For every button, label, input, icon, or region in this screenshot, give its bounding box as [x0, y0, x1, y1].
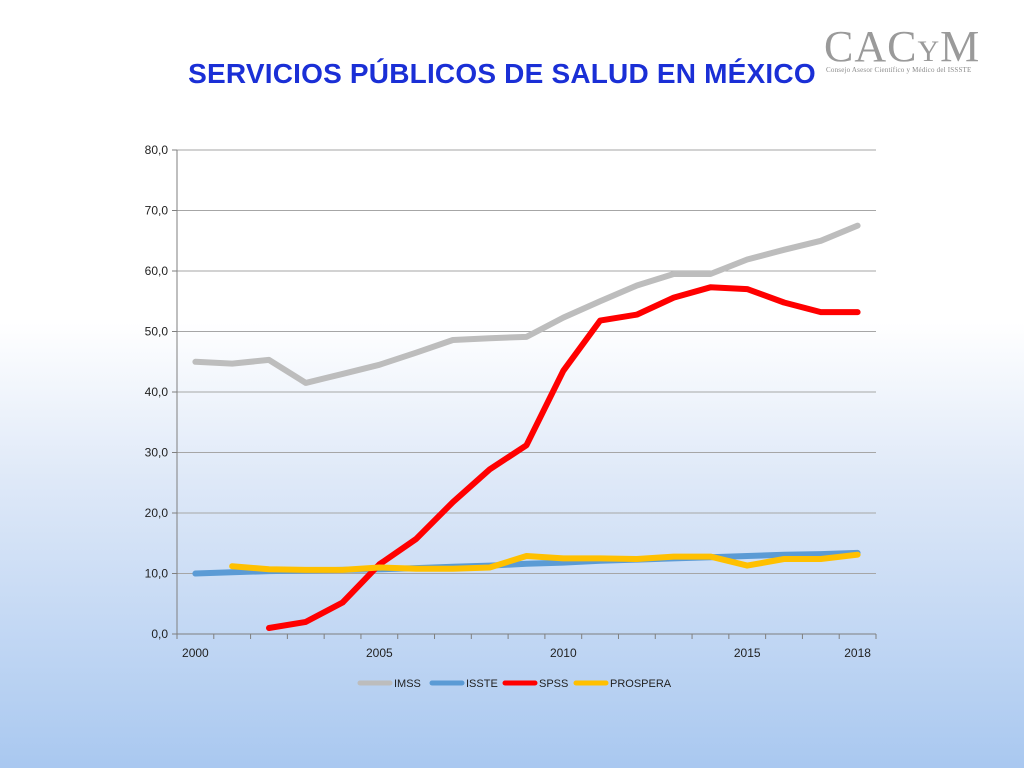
logo-subtitle: Consejo Asesor Científico y Médico del I… — [826, 66, 972, 74]
y-tick-label: 20,0 — [145, 506, 169, 520]
cacym-logo: CACYM Consejo Asesor Científico y Médico… — [822, 22, 994, 78]
x-tick-label: 2018 — [844, 646, 871, 660]
y-tick-label: 50,0 — [145, 325, 169, 339]
y-tick-label: 60,0 — [145, 264, 169, 278]
slide-title: SERVICIOS PÚBLICOS DE SALUD EN MÉXICO — [188, 58, 816, 89]
x-tick-label: 2000 — [182, 646, 209, 660]
y-tick-label: 70,0 — [145, 204, 169, 218]
legend-label-imss: IMSS — [394, 678, 421, 690]
logo-wordmark: CACYM — [824, 22, 981, 71]
series-line-prospera — [229, 551, 861, 573]
legend-label-spss: SPSS — [539, 678, 568, 690]
y-tick-label: 80,0 — [145, 143, 169, 157]
series-line-spss — [266, 284, 861, 631]
legend-label-prospera: PROSPERA — [610, 678, 672, 690]
x-tick-label: 2010 — [550, 646, 577, 660]
y-tick-label: 30,0 — [145, 446, 169, 460]
legend-label-isste: ISSTE — [466, 678, 498, 690]
series-line-imss — [192, 222, 861, 386]
y-tick-label: 0,0 — [151, 627, 168, 641]
y-tick-label: 40,0 — [145, 385, 169, 399]
y-tick-label: 10,0 — [145, 567, 169, 581]
x-tick-label: 2005 — [366, 646, 393, 660]
x-tick-label: 2015 — [734, 646, 761, 660]
